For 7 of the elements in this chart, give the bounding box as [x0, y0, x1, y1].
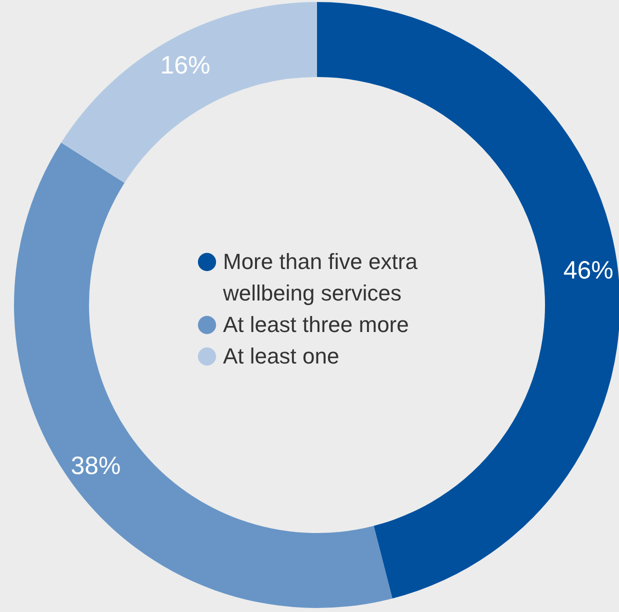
donut-slice — [61, 2, 317, 183]
data-label: 46% — [563, 256, 614, 285]
legend-label: More than five extra wellbeing services — [222, 249, 418, 306]
legend-label: At least three more — [223, 312, 409, 337]
data-label: 38% — [70, 452, 121, 480]
legend-label: At least one — [223, 344, 340, 368]
data-label: 16% — [160, 51, 210, 80]
